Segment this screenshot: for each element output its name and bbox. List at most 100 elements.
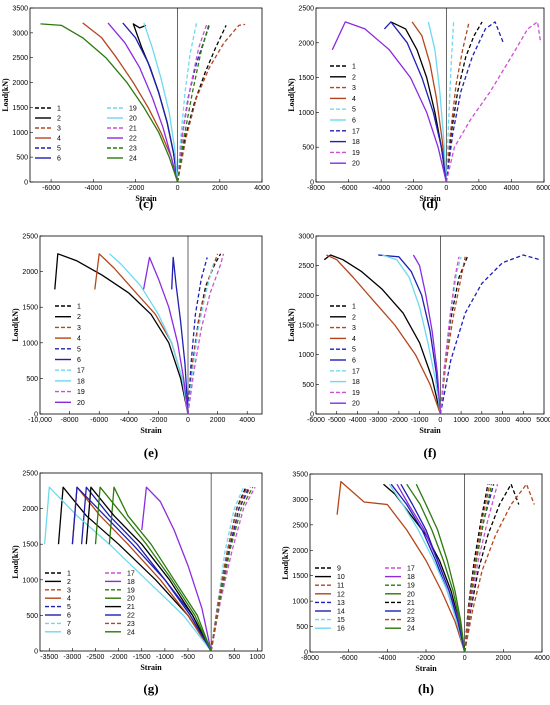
series-line-20 xyxy=(331,21,447,183)
legend-label-19: 19 xyxy=(352,150,360,157)
series-line-18 xyxy=(141,486,212,652)
series-line-21 xyxy=(176,22,208,183)
legend-label-24: 24 xyxy=(407,626,415,633)
legend-label-19: 19 xyxy=(407,583,415,590)
chart-panel-f: -6000 -5000 -4000 -3000 -2000 -1000 0 1000 2000 3… xyxy=(287,234,550,461)
x-axis-title: Strain xyxy=(419,194,441,203)
y-tick-label: 1500 xyxy=(298,323,314,330)
legend-label-1: 1 xyxy=(67,571,71,578)
x-tick-label: 4000 xyxy=(534,655,550,662)
x-tick-label: 6000 xyxy=(536,185,550,192)
series-line-17 xyxy=(464,484,499,653)
legend-label-18: 18 xyxy=(127,579,135,586)
legend-label-4: 4 xyxy=(77,336,81,343)
series-line-7 xyxy=(210,486,245,652)
legend-label-17: 17 xyxy=(352,128,360,135)
x-tick-label: -6000 xyxy=(340,185,358,192)
y-tick-label: 500 xyxy=(302,382,314,389)
x-tick-label: 4000 xyxy=(515,417,531,424)
x-tick-label: -4000 xyxy=(120,417,138,424)
chart-panel-e: -10,000 -8000 -6000 -4000 -2000 0 2000 4000 0 500… xyxy=(11,234,263,460)
x-tick-label: 4000 xyxy=(254,185,270,192)
series-line-3 xyxy=(176,23,246,183)
series-line-17 xyxy=(210,486,256,652)
x-tick-label: -6000 xyxy=(307,417,325,424)
x-tick-label: -4000 xyxy=(372,185,390,192)
legend-label-17: 17 xyxy=(352,368,360,375)
series-line-3 xyxy=(445,21,470,183)
series-line-19 xyxy=(210,486,254,652)
legend-label-6: 6 xyxy=(67,613,71,620)
series-line-4 xyxy=(326,254,442,415)
series-line-20 xyxy=(143,22,179,183)
y-tick-label: 0 xyxy=(310,412,314,419)
y-tick-label: 500 xyxy=(26,613,38,620)
series-line-5 xyxy=(445,21,455,183)
x-axis-title: Strain xyxy=(415,664,437,673)
x-tick-label: 0 xyxy=(444,185,448,192)
x-tick-label: -4000 xyxy=(378,655,396,662)
x-tick-label: -6000 xyxy=(90,417,108,424)
series-line-4 xyxy=(71,486,212,652)
x-tick-label: 4000 xyxy=(504,185,520,192)
x-tick-label: 0 xyxy=(176,185,180,192)
x-tick-label: -10,000 xyxy=(28,417,52,424)
legend-label-1: 1 xyxy=(352,304,356,311)
y-tick-label: 2500 xyxy=(12,55,28,62)
legend-label-3: 3 xyxy=(77,325,81,332)
legend: 1 2 3 4 5 6 17 18 19 20 xyxy=(330,64,360,168)
legend-label-1: 1 xyxy=(352,64,356,71)
y-tick-label: 2000 xyxy=(22,269,38,276)
plot-frame xyxy=(39,472,263,652)
y-tick-label: 2500 xyxy=(298,263,314,270)
x-tick-label: 0 xyxy=(186,417,190,424)
legend-label-5: 5 xyxy=(352,107,356,114)
legend-label-3: 3 xyxy=(67,587,71,594)
y-tick-label: 1000 xyxy=(298,110,314,117)
x-tick-label: -3500 xyxy=(40,654,58,661)
x-tick-label: -3000 xyxy=(63,654,81,661)
legend: 1 2 3 4 5 6 17 18 19 20 xyxy=(55,304,85,407)
x-tick-label: 500 xyxy=(228,654,240,661)
series-line-5 xyxy=(176,25,210,183)
legend-label-18: 18 xyxy=(352,379,360,386)
legend-label-20: 20 xyxy=(127,596,135,603)
x-tick-label: -6000 xyxy=(42,185,60,192)
series-line-6 xyxy=(378,254,442,415)
legend: 1 2 3 4 5 6 17 18 19 20 xyxy=(330,304,360,408)
series-line-19 xyxy=(176,22,198,183)
legend-label-20: 20 xyxy=(129,116,137,123)
panel-label: (g) xyxy=(143,681,158,696)
series-line-1 xyxy=(445,21,483,183)
series-line-1 xyxy=(439,256,468,415)
series-line-2 xyxy=(390,21,447,183)
series-line-5 xyxy=(187,257,208,415)
series-line-17 xyxy=(445,21,504,183)
y-tick-label: 1500 xyxy=(292,573,308,580)
legend-label-19: 19 xyxy=(77,389,85,396)
plot-frame xyxy=(39,235,263,415)
legend-label-23: 23 xyxy=(127,621,135,628)
y-tick-label: 3000 xyxy=(292,497,308,504)
legend-label-14: 14 xyxy=(337,609,345,616)
x-tick-label: 1000 xyxy=(453,417,469,424)
chart-panel-d: -8000 -6000 -4000 -2000 0 2000 4000 6000 0 500 100… xyxy=(287,6,550,212)
legend-label-6: 6 xyxy=(77,357,81,364)
legend-label-4: 4 xyxy=(57,136,61,143)
series-line-19 xyxy=(464,484,493,653)
legend-label-4: 4 xyxy=(352,336,356,343)
x-tick-label: -1500 xyxy=(133,654,151,661)
legend-label-23: 23 xyxy=(129,146,137,153)
y-tick-label: 2500 xyxy=(292,522,308,529)
legend-label-2: 2 xyxy=(77,314,81,321)
y-tick-label: 1000 xyxy=(12,130,28,137)
x-axis-title: Strain xyxy=(419,426,441,435)
series-line-23 xyxy=(210,486,248,652)
y-tick-label: 1500 xyxy=(22,542,38,549)
legend-label-17: 17 xyxy=(127,571,135,578)
series-line-18 xyxy=(383,21,447,183)
legend-label-13: 13 xyxy=(337,600,345,607)
legend-label-19: 19 xyxy=(129,106,137,113)
legend-label-4: 4 xyxy=(67,596,71,603)
